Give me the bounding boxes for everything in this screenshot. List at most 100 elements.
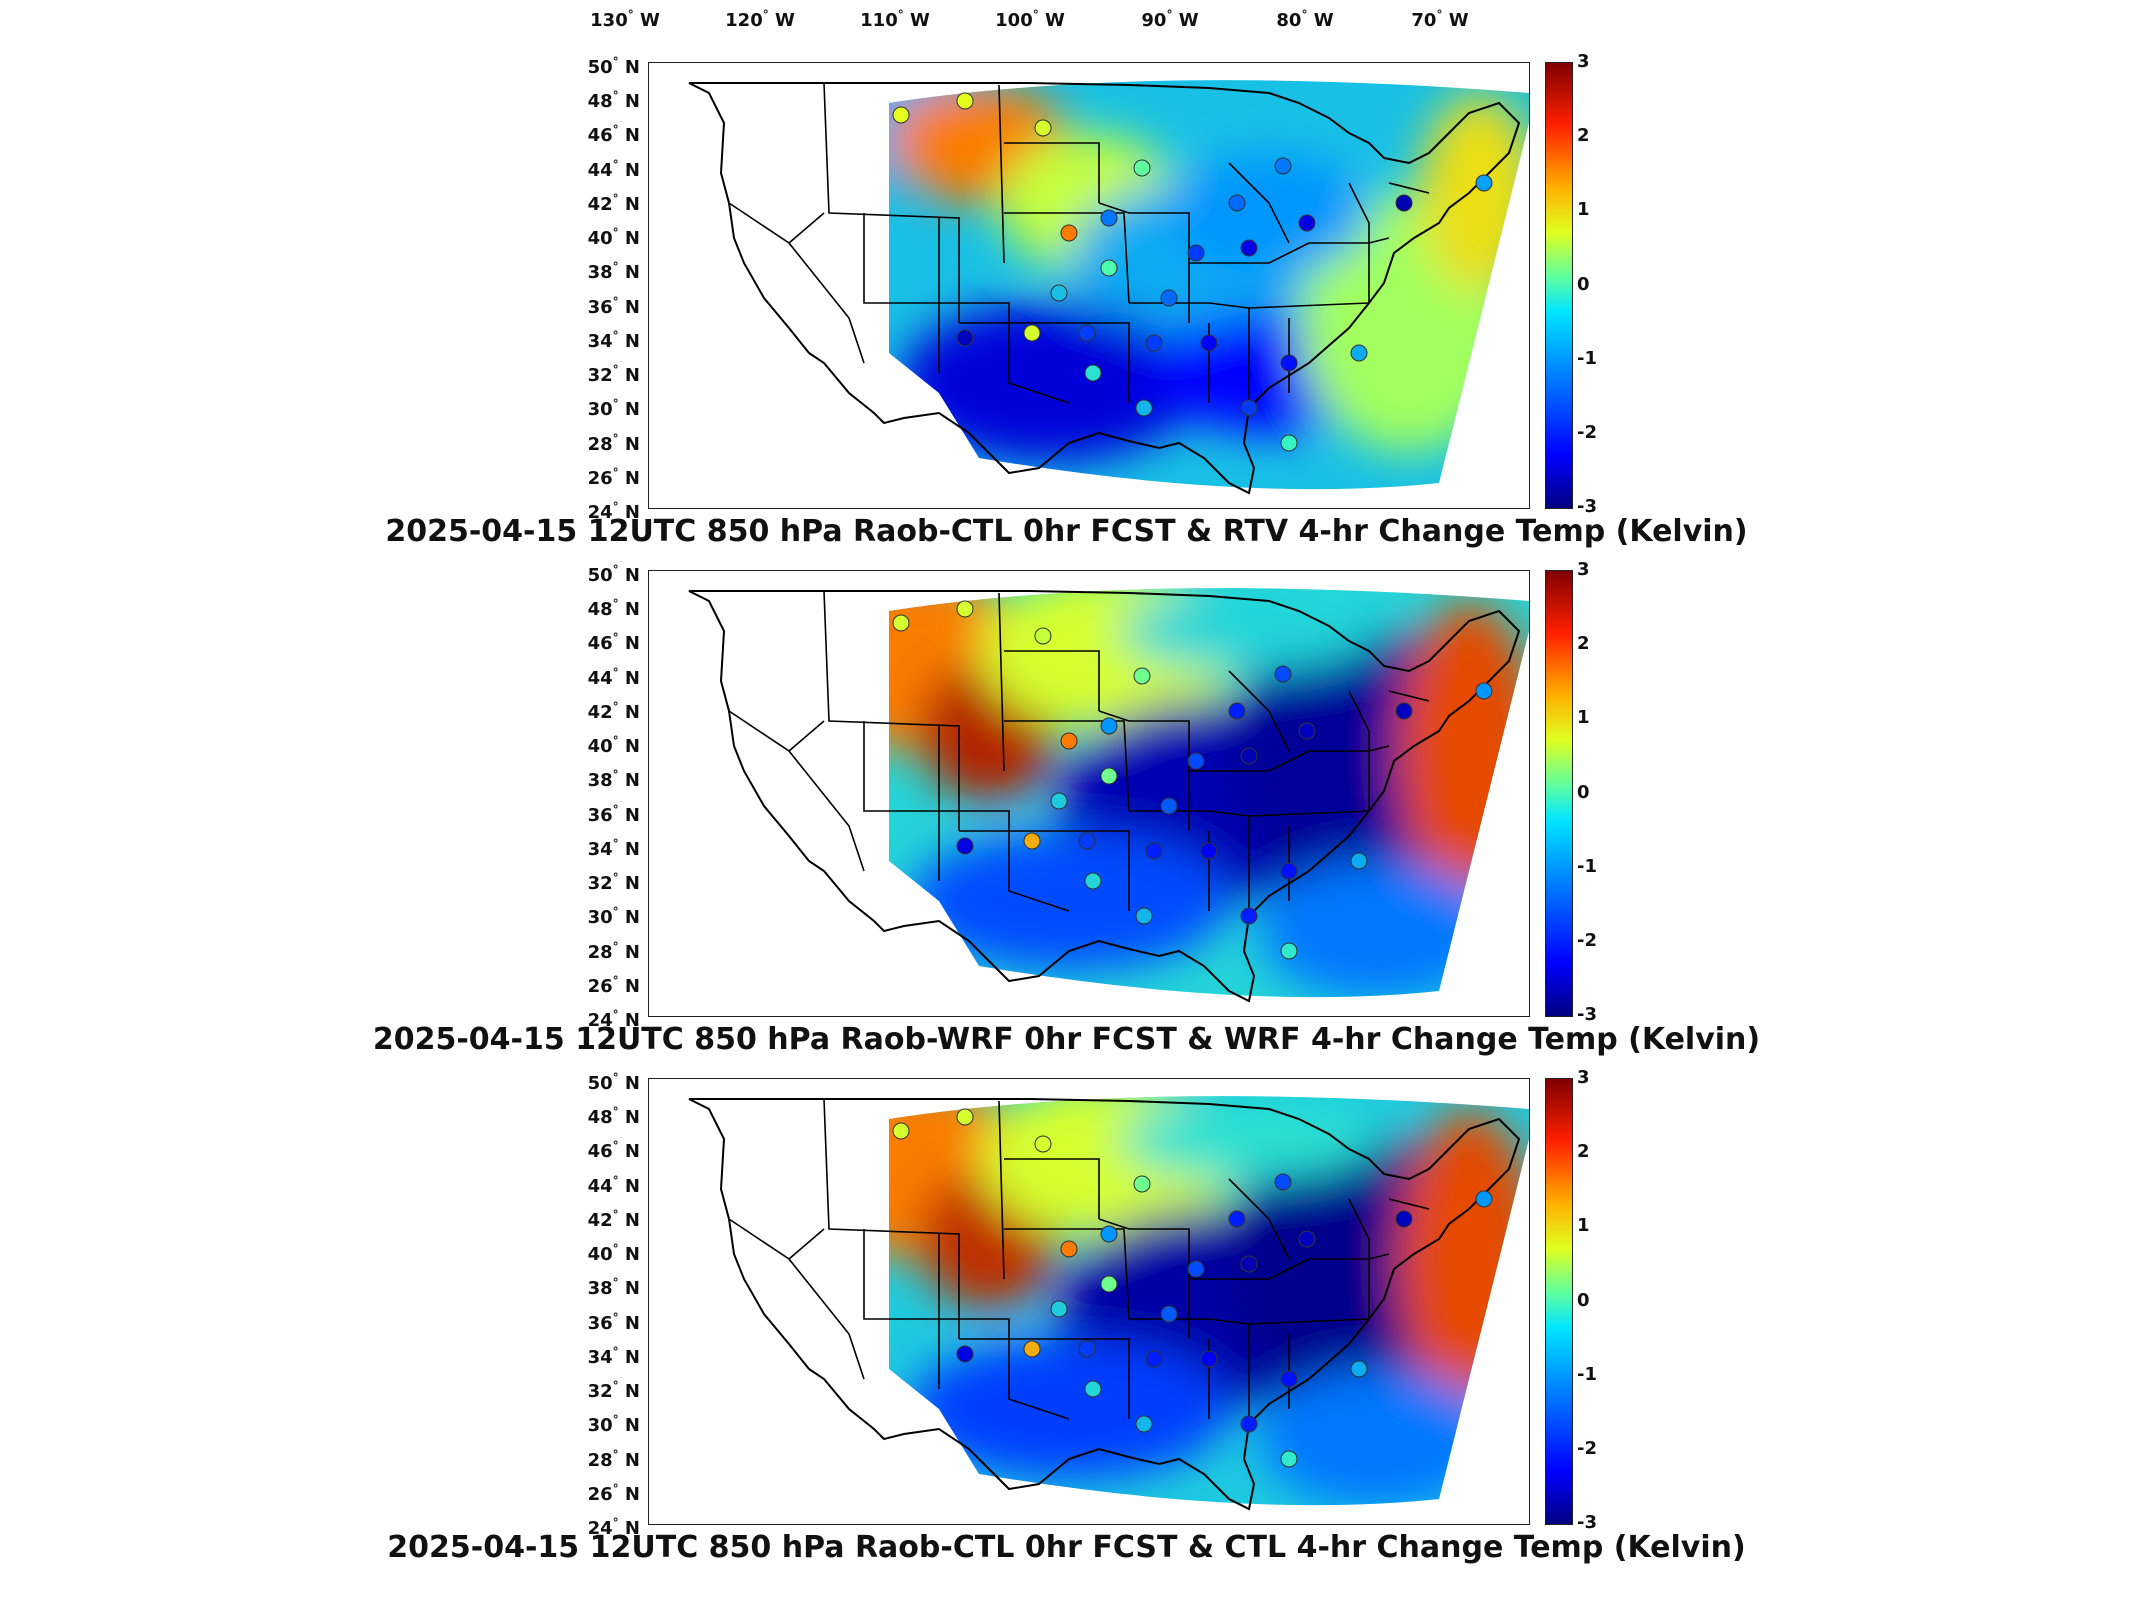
state-border [1348,690,1370,811]
raob-station-marker [1350,344,1368,362]
latitude-label: 44° N [587,1174,640,1197]
raob-station-marker [1060,224,1078,242]
colorbar-tick-label: 0 [1577,1290,1590,1311]
latitude-label: 30° N [587,1413,640,1436]
shaded-field [889,588,1529,998]
raob-station-marker [1050,1300,1068,1318]
state-border [1388,182,1430,194]
state-border [959,1338,1130,1419]
latitude-label: 32° N [587,1379,640,1402]
latitude-label: 40° N [587,1242,640,1265]
raob-station-marker [1395,702,1413,720]
longitude-label: 80° W [1276,8,1334,31]
raob-station-marker [892,1122,910,1140]
raob-station-marker [1475,174,1493,192]
raob-station-marker [1280,942,1298,960]
longitude-label: 100° W [995,8,1065,31]
state-border [998,1100,1005,1280]
state-border [1004,720,1130,812]
raob-station-marker [1475,682,1493,700]
panel-title: 2025-04-15 12UTC 850 hPa Raob-CTL 0hr FC… [387,1530,1746,1565]
state-border [1348,1198,1370,1319]
raob-station-marker [1187,752,1205,770]
raob-station-marker [1023,1340,1041,1358]
raob-station-marker [956,92,974,110]
state-border [1228,1178,1290,1260]
field-blob [909,1339,1229,1479]
raob-station-marker [1145,334,1163,352]
raob-station-marker [1078,1340,1096,1358]
map-panel: 50° N 48° N 46° N 44° N 42° N 40° N 38° N 36° N… [0,561,2133,1080]
colorbar-tick-label: -3 [1577,1004,1597,1025]
colorbar-tick-label: 2 [1577,1141,1590,1162]
raob-station-marker [892,106,910,124]
colorbar-tick-label: 3 [1577,51,1590,72]
raob-station-marker [1160,797,1178,815]
shaded-field [889,1096,1529,1506]
raob-station-marker [1135,907,1153,925]
latitude-label: 50° N [587,563,640,586]
state-border [998,592,1005,772]
state-border [728,1218,865,1380]
latitude-label: 28° N [587,940,640,963]
state-border [1348,182,1370,303]
colorbar-tick-label: 1 [1577,1215,1590,1236]
state-border [1004,1158,1100,1219]
raob-station-marker [1100,259,1118,277]
field-blob [1119,1099,1379,1179]
raob-station-marker [1084,1380,1102,1398]
raob-station-marker [1240,1255,1258,1273]
state-border [998,84,1005,264]
raob-station-marker [1200,334,1218,352]
map-frame [648,62,1530,509]
colorbar-tick-label: 1 [1577,199,1590,220]
temperature-change-map [688,1096,1529,1511]
colorbar-tick-label: 1 [1577,707,1590,728]
raob-station-marker [1228,702,1246,720]
colorbar-tick-label: -2 [1577,1438,1597,1459]
raob-station-marker [1100,717,1118,735]
raob-station-marker [1240,907,1258,925]
state-border [939,302,1070,404]
latitude-label: 34° N [587,837,640,860]
state-border [959,322,1130,403]
state-border [1098,710,1190,831]
raob-station-marker [1034,627,1052,645]
state-border [1098,1218,1190,1339]
raob-station-marker [1050,284,1068,302]
latitude-label: 40° N [587,226,640,249]
longitude-label: 70° W [1411,8,1469,31]
raob-station-marker [1240,1415,1258,1433]
state-border [1129,1318,1250,1325]
latitude-label: 42° N [587,192,640,215]
latitude-label: 46° N [587,631,640,654]
state-border [1189,242,1310,264]
state-border [823,1098,960,1339]
state-border [728,202,865,364]
raob-station-marker [956,1108,974,1126]
latitude-label: 40° N [587,734,640,757]
state-border [1129,810,1250,817]
raob-station-marker [1228,194,1246,212]
raob-station-marker [1395,1210,1413,1228]
latitude-label: 48° N [587,597,640,620]
colorbar-tick-label: -2 [1577,422,1597,443]
latitude-label: 28° N [587,432,640,455]
field-blob [899,303,1199,463]
state-border [788,720,825,752]
state-border [1004,1228,1130,1320]
latitude-label: 30° N [587,397,640,420]
latitude-label: 26° N [587,974,640,997]
colorbar-tick-label: 0 [1577,782,1590,803]
latitude-label: 24° N [587,1516,640,1539]
latitude-label: 46° N [587,1139,640,1162]
latitude-label: 24° N [587,1008,640,1031]
latitude-label: 38° N [587,260,640,283]
state-border [1248,810,1370,817]
latitude-label: 44° N [587,158,640,181]
state-border [728,710,865,872]
raob-station-marker [1133,667,1151,685]
state-border [1189,750,1310,772]
colorbar-tick-label: 0 [1577,274,1590,295]
latitude-label: 34° N [587,329,640,352]
